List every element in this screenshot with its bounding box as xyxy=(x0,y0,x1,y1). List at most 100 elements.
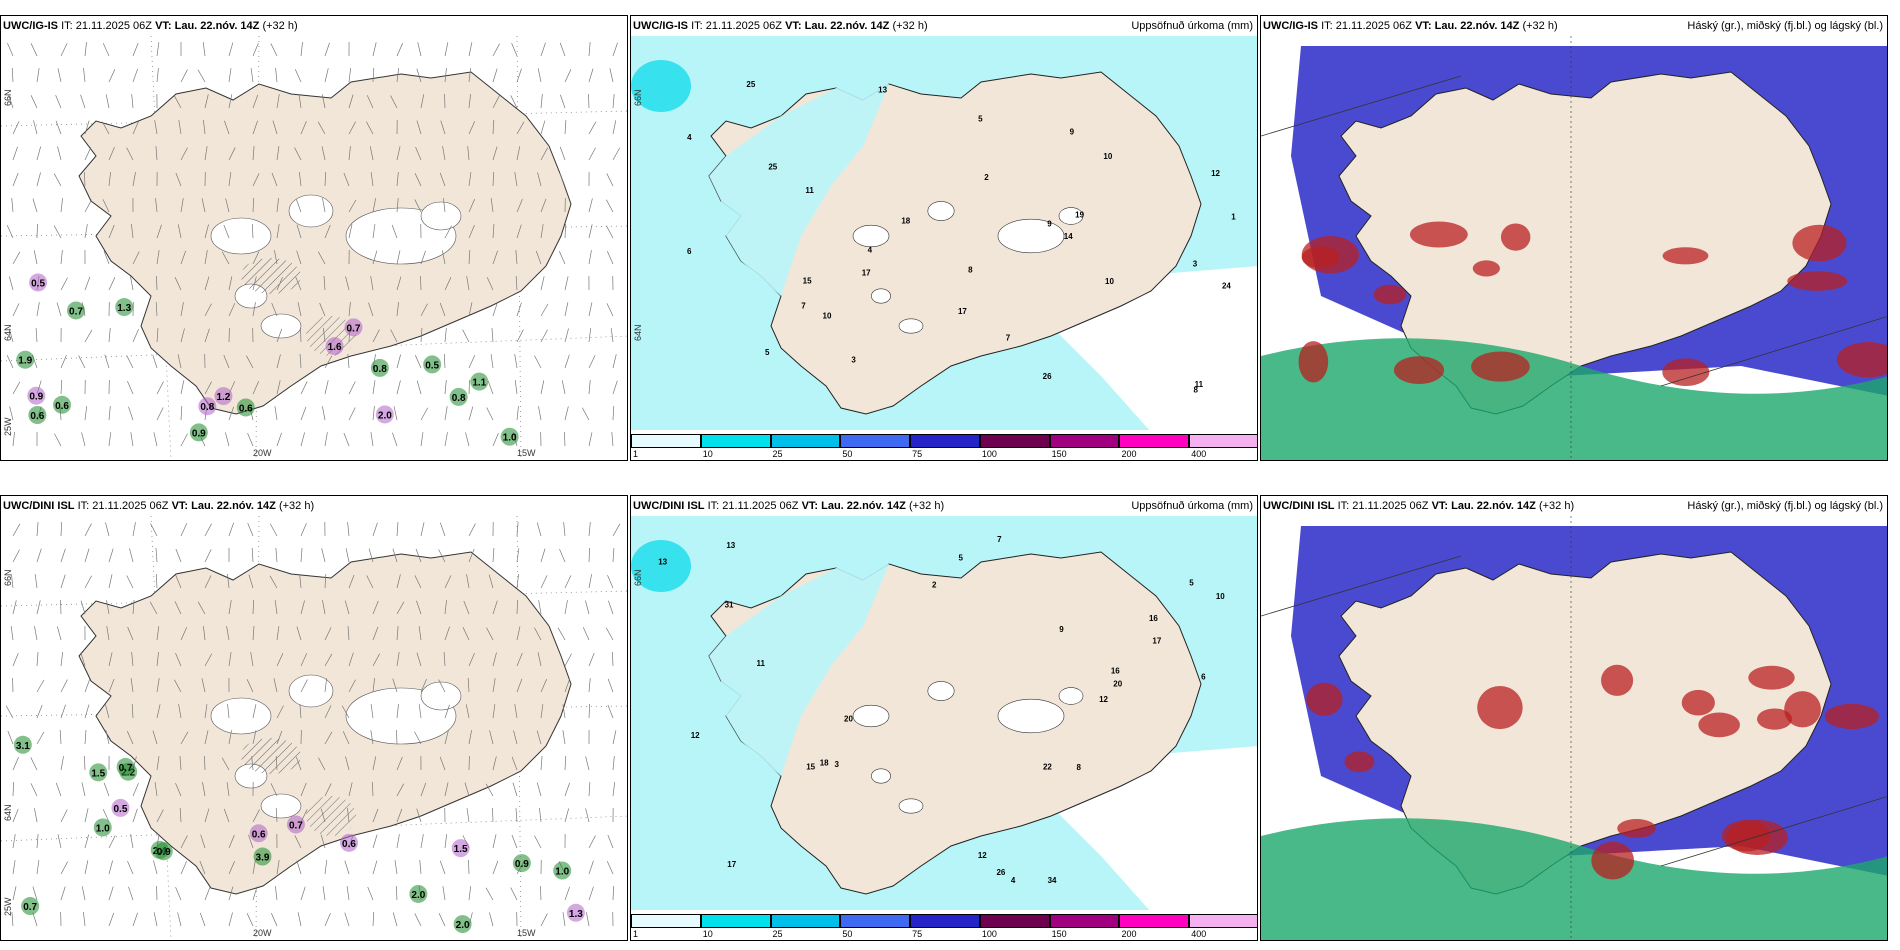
colorbar-segment xyxy=(700,914,771,928)
wind-barb xyxy=(320,834,326,849)
wind-barb xyxy=(228,94,233,109)
precip-value-label: 25 xyxy=(746,80,755,89)
precip-value-label: 1.1 xyxy=(472,378,486,389)
wind-barb xyxy=(199,860,206,875)
wind-barb xyxy=(12,886,17,901)
wind-barb xyxy=(396,729,398,745)
precip-blob xyxy=(89,763,108,782)
wind-barb xyxy=(201,678,206,693)
wind-barb xyxy=(180,69,188,83)
precip-value-label: 16 xyxy=(1149,614,1158,623)
wind-barb xyxy=(269,575,278,589)
wind-barb xyxy=(492,43,500,57)
lead-time: (+32 h) xyxy=(278,500,315,512)
precip-value-label: 26 xyxy=(996,868,1005,877)
wind-barb xyxy=(560,94,566,109)
wind-barb xyxy=(295,756,302,771)
wind-barb xyxy=(53,173,62,187)
wind-barb xyxy=(516,652,523,667)
wind-barb xyxy=(175,653,182,667)
clouds-title: Háský (gr.), miðský (fj.bl.) og lágský (… xyxy=(1687,500,1883,512)
wind-barb xyxy=(538,406,542,421)
lat-label-64n: 64N xyxy=(3,324,13,341)
vt-label: VT: xyxy=(785,20,802,32)
wind-barb xyxy=(396,704,399,719)
wind-barb xyxy=(180,433,188,447)
wind-barb xyxy=(564,678,571,693)
wind-barb xyxy=(557,627,566,641)
precip-value-label: 7 xyxy=(1006,333,1011,342)
wind-barb xyxy=(276,198,279,213)
wind-barb xyxy=(392,432,398,447)
iceland-landmass xyxy=(1338,71,1832,415)
colorbar-tick-label: 25 xyxy=(772,929,783,939)
wind-barb xyxy=(6,355,14,369)
precip-blob xyxy=(29,273,48,292)
wind-barb xyxy=(488,574,494,589)
precip-value-label: 8 xyxy=(1194,385,1199,394)
wind-barb xyxy=(180,627,188,641)
wind-barb xyxy=(487,380,494,395)
wind-barb xyxy=(612,523,621,537)
precip-value-label: 5 xyxy=(765,348,770,357)
wind-barb xyxy=(345,756,350,771)
wind-barb xyxy=(588,522,591,537)
wind-barb xyxy=(468,548,475,563)
wind-barb xyxy=(204,250,208,265)
wind-barb xyxy=(154,120,158,135)
wind-barb xyxy=(588,782,591,797)
wind-barb xyxy=(174,95,182,109)
wind-barb xyxy=(348,782,353,797)
precip-value-label: 34 xyxy=(1048,876,1057,885)
wind-barb xyxy=(588,703,591,719)
wind-barb xyxy=(492,834,497,849)
wind-barb xyxy=(468,199,475,213)
wind-barb xyxy=(562,730,566,745)
wind-barb xyxy=(366,575,374,589)
wind-barb xyxy=(513,730,518,745)
wind-barb xyxy=(130,834,134,849)
wind-barb xyxy=(227,704,230,719)
wind-barb xyxy=(416,120,422,135)
wind-barb xyxy=(444,575,452,589)
wind-barb xyxy=(540,42,546,57)
wind-barb xyxy=(535,250,542,265)
wind-barb xyxy=(324,224,331,239)
wind-barb xyxy=(108,146,115,161)
wind-barb xyxy=(60,886,66,901)
wind-barb xyxy=(607,834,614,849)
wind-barb xyxy=(34,574,38,589)
wind-barb xyxy=(369,146,374,161)
wind-barb xyxy=(514,704,518,719)
wind-barb xyxy=(60,756,64,771)
wind-barb xyxy=(492,860,499,875)
wind-barb xyxy=(609,68,614,83)
wind-barb xyxy=(149,601,158,615)
wind-barb xyxy=(372,522,378,537)
wind-barb xyxy=(540,198,547,213)
wind-barb xyxy=(126,147,134,161)
wind-barb xyxy=(438,549,446,563)
glacier xyxy=(420,681,462,711)
precip-value-label: 0.8 xyxy=(373,364,387,375)
wind-barb xyxy=(300,522,307,537)
precip-blob xyxy=(375,405,394,424)
precip-value-label: 1.2 xyxy=(216,392,230,403)
wind-barb xyxy=(444,277,452,291)
wind-barb xyxy=(155,198,158,213)
panel-wind-ig-is: UWC/IG-IS IT: 21.11.2025 06Z VT: Lau. 22… xyxy=(0,15,628,461)
wind-barb xyxy=(416,68,422,83)
wind-barb xyxy=(271,172,278,187)
wind-barb xyxy=(372,834,378,849)
wind-barb xyxy=(152,354,158,369)
wind-barb xyxy=(511,834,518,849)
lat-label-66n: 66N xyxy=(633,89,643,106)
wind-barb xyxy=(156,42,160,57)
wind-barb xyxy=(540,885,542,901)
wind-barb xyxy=(540,94,543,109)
wind-barb xyxy=(83,68,86,83)
wind-barb xyxy=(8,328,14,343)
colorbar-tick-label: 100 xyxy=(981,929,997,939)
wind-barb xyxy=(467,146,470,161)
wind-barb xyxy=(564,223,566,239)
